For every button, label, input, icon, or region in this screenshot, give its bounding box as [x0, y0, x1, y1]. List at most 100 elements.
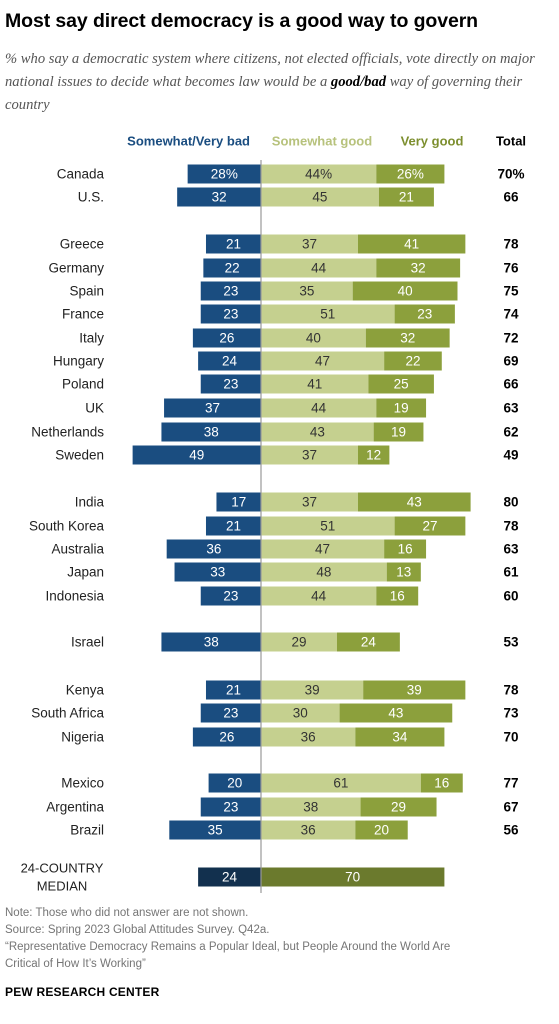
total-value: 62: [503, 425, 518, 440]
chart-subtitle: % who say a democratic system where citi…: [5, 48, 553, 117]
notes: Note: Those who did not answer are not s…: [5, 905, 555, 973]
value-label-bad: 36: [206, 542, 221, 557]
row-label: France: [62, 307, 104, 322]
bar-bad: [174, 562, 261, 582]
bar-very-good: [384, 351, 442, 371]
value-label-somewhat-good: 30: [293, 706, 308, 721]
value-label-somewhat-good: 51: [320, 307, 335, 322]
median-label-line2: MEDIAN: [37, 879, 88, 894]
bar-somewhat-good: [261, 187, 379, 207]
bar-very-good: [376, 164, 445, 184]
header-very-good: Very good: [401, 134, 464, 149]
value-label-bad: 23: [223, 307, 238, 322]
value-label-bad: 28%: [211, 167, 238, 182]
bar-somewhat-good: [261, 374, 369, 394]
bar-somewhat-good: [261, 328, 366, 348]
value-label-bad: 23: [223, 284, 238, 299]
bar-very-good: [386, 562, 421, 582]
row-label: Brazil: [70, 823, 104, 838]
bar-very-good: [360, 797, 437, 817]
value-label-somewhat-good: 37: [302, 448, 317, 463]
value-label-somewhat-good: 40: [306, 331, 321, 346]
bar-very-good: [339, 703, 453, 723]
value-label-very-good: 27: [422, 519, 437, 534]
bar-very-good: [394, 304, 455, 324]
header-bad: Somewhat/Very bad: [127, 134, 250, 149]
bar-somewhat-good: [261, 539, 385, 559]
bar-very-good: [365, 328, 450, 348]
row-label: Netherlands: [31, 425, 104, 440]
value-label-somewhat-good: 36: [301, 823, 316, 838]
value-label-bad: 21: [226, 519, 241, 534]
total-value: 63: [503, 542, 519, 557]
total-value: 77: [503, 776, 518, 791]
value-label-somewhat-good: 51: [320, 519, 335, 534]
bar-somewhat-good: [261, 304, 395, 324]
row-label: Hungary: [53, 354, 104, 369]
value-label-very-good: 20: [374, 823, 389, 838]
bar-somewhat-good: [261, 234, 358, 254]
row-label: Spain: [69, 284, 104, 299]
value-label-bad: 23: [223, 377, 238, 392]
value-label-somewhat-good: 47: [315, 354, 330, 369]
total-value: 60: [503, 589, 518, 604]
bar-very-good: [384, 539, 427, 559]
value-label-somewhat-good: 41: [307, 377, 322, 392]
value-label-very-good: 13: [396, 565, 411, 580]
bar-very-good: [373, 422, 424, 442]
total-value: 70%: [497, 167, 524, 182]
value-label-very-good: 32: [411, 261, 426, 276]
bar-bad: [208, 773, 261, 793]
value-label-bad: 20: [227, 776, 242, 791]
bar-somewhat-good: [261, 281, 353, 301]
bar-very-good: [376, 258, 461, 278]
bar-somewhat-good: [261, 586, 377, 606]
bar-bad: [216, 492, 261, 512]
bar-bad: [166, 539, 261, 559]
value-label-somewhat-good: 48: [316, 565, 331, 580]
value-label-very-good: 39: [407, 683, 422, 698]
median-value-bad: 24: [222, 870, 238, 885]
bar-somewhat-good: [261, 727, 356, 747]
value-label-very-good: 25: [394, 377, 409, 392]
header-total: Total: [496, 134, 526, 149]
median-label-line1: 24-COUNTRY: [21, 861, 104, 876]
source-organization: PEW RESEARCH CENTER: [5, 985, 160, 999]
value-label-very-good: 43: [407, 495, 422, 510]
value-label-very-good: 16: [434, 776, 449, 791]
bar-bad: [200, 586, 261, 606]
bar-bad: [161, 632, 261, 652]
total-value: 63: [503, 401, 519, 416]
total-value: 75: [503, 284, 519, 299]
value-label-somewhat-good: 37: [302, 237, 317, 252]
value-label-bad: 23: [223, 800, 238, 815]
value-label-somewhat-good: 44: [311, 401, 327, 416]
bar-somewhat-good: [261, 398, 377, 418]
bar-somewhat-good: [261, 445, 358, 465]
value-label-bad: 17: [231, 495, 246, 510]
row-label: Canada: [57, 167, 105, 182]
value-label-very-good: 12: [366, 448, 381, 463]
row-label: Mexico: [61, 776, 104, 791]
value-label-bad: 33: [210, 565, 225, 580]
subtitle-emphasis: good/bad: [330, 74, 387, 90]
total-value: 70: [503, 730, 518, 745]
value-label-bad: 21: [226, 237, 241, 252]
value-label-very-good: 24: [361, 635, 377, 650]
total-value: 66: [503, 190, 519, 205]
bar-very-good: [363, 680, 466, 700]
total-value: 69: [503, 354, 518, 369]
value-label-somewhat-good: 29: [291, 635, 306, 650]
total-value: 78: [503, 519, 519, 534]
value-label-bad: 26: [219, 331, 234, 346]
row-label: South Korea: [29, 519, 105, 534]
row-label: Italy: [79, 331, 104, 346]
value-label-very-good: 41: [404, 237, 419, 252]
row-label: UK: [85, 401, 104, 416]
total-value: 66: [503, 377, 519, 392]
row-label: Greece: [60, 237, 104, 252]
total-value: 56: [503, 823, 519, 838]
row-label: South Africa: [31, 706, 104, 721]
value-label-somewhat-good: 47: [315, 542, 330, 557]
bar-very-good: [357, 445, 390, 465]
